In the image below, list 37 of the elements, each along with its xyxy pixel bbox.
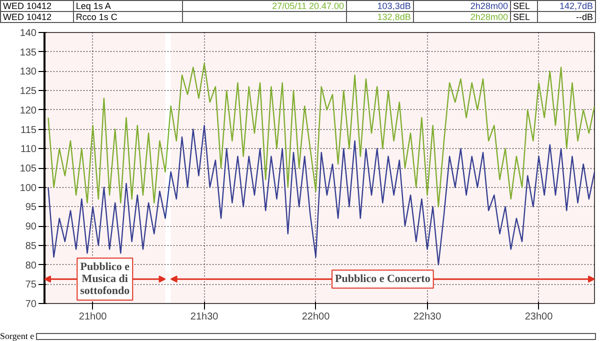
y-tick-label: 115: [20, 124, 37, 136]
text: SEL: [510, 0, 538, 12]
text: 27/05/11 20.47.00: [182, 0, 347, 12]
x-tick-label: 22h00: [302, 312, 330, 322]
text: 142,7dB: [537, 0, 596, 12]
band-label: Pubblico e Concerto: [335, 273, 431, 286]
x-tick-label: 23h00: [524, 312, 554, 322]
y-tick-label: 110: [20, 144, 37, 156]
y-tick-label: 130: [20, 66, 37, 78]
y-tick-label: 140: [20, 28, 37, 39]
y-tick-label: 70: [25, 299, 37, 310]
text: --dB: [537, 12, 596, 22]
y-tick-label: 135: [20, 47, 37, 58]
y-tick-label: 90: [25, 222, 37, 233]
text: 132,8dB: [346, 12, 414, 22]
text: 2h28m00: [413, 0, 510, 12]
x-tick-label: 21h00: [78, 312, 108, 322]
text: SEL: [510, 12, 538, 22]
y-tick-label: 85: [25, 240, 37, 252]
line-series: [48, 62, 594, 208]
y-tick-label: 75: [25, 280, 37, 291]
text: 2h28m00: [413, 12, 510, 22]
x-tick-label: 21h30: [190, 312, 219, 322]
y-tick-label: 80: [25, 260, 37, 272]
text: Leq 1s A: [73, 0, 183, 12]
text: WED 10412: [0, 0, 74, 12]
y-tick-label: 95: [25, 202, 37, 214]
y-tick-label: 125: [20, 86, 37, 98]
text: WED 10412: [0, 12, 74, 22]
y-tick-label: 100: [20, 182, 37, 194]
text: 103,3dB: [346, 0, 414, 12]
y-tick-label: 105: [20, 164, 37, 174]
text: Sorgent e: [0, 330, 34, 341]
text: Rcco 1s C: [73, 12, 183, 22]
band-label: Pubblico e Musica di sottofondo: [80, 261, 130, 298]
y-tick-label: 120: [20, 105, 37, 116]
x-tick-label: 22h30: [413, 312, 442, 322]
